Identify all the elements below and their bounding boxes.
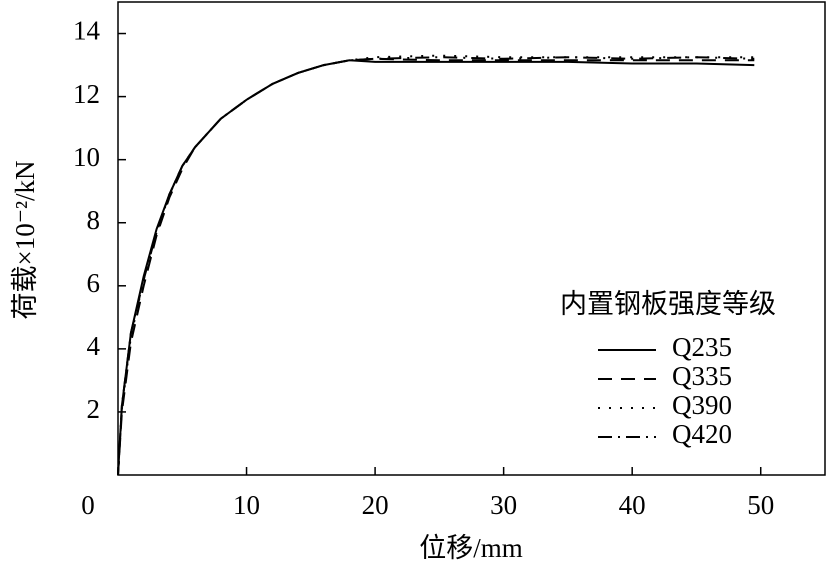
y-tick-label: 2 <box>87 394 101 424</box>
legend-label: Q335 <box>672 361 732 391</box>
x-tick-label: 40 <box>619 490 646 520</box>
y-tick-label: 14 <box>73 16 101 46</box>
x-tick-label: 50 <box>747 490 774 520</box>
y-tick-label: 8 <box>87 205 101 235</box>
series-line <box>117 54 755 476</box>
x-axis-label: 位移/mm <box>419 533 523 563</box>
x-tick-label: 30 <box>490 490 517 520</box>
x-tick-label: 20 <box>362 490 389 520</box>
series-line <box>117 57 755 476</box>
series-line <box>117 59 755 476</box>
x-tick-label: 10 <box>233 490 260 520</box>
y-tick-label: 10 <box>73 142 100 172</box>
y-axis-label: 荷载×10⁻²/kN <box>10 160 40 319</box>
y-tick-label: 4 <box>87 331 101 361</box>
plot-frame <box>117 1 826 476</box>
y-tick-label: 12 <box>73 79 100 109</box>
legend-label: Q235 <box>672 332 732 362</box>
legend-title: 内置钢板强度等级 <box>560 289 776 319</box>
x-tick-label: 0 <box>81 490 95 520</box>
y-tick-label: 6 <box>87 268 101 298</box>
legend-label: Q420 <box>672 419 732 449</box>
series-line <box>117 56 755 476</box>
legend-label: Q390 <box>672 390 732 420</box>
